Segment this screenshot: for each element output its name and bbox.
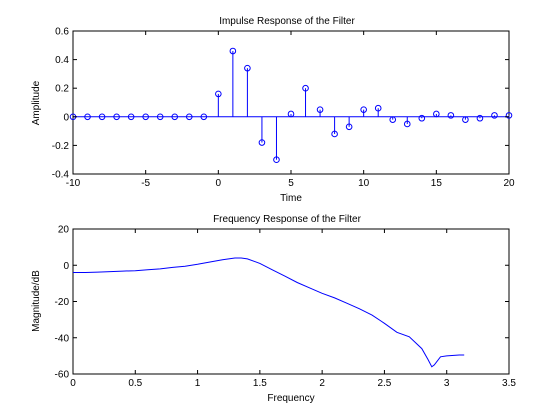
chart1-axes bbox=[72, 30, 510, 175]
frequency-response-chart: Frequency Response of the Filter 0 0.5 1 1.… bbox=[31, 214, 516, 404]
chart1-xtick-label: 15 bbox=[431, 178, 443, 189]
chart1-xtick-label: -10 bbox=[66, 178, 81, 189]
chart1-ylabel: Amplitude bbox=[31, 80, 42, 125]
chart2-xlabel: Frequency bbox=[267, 393, 314, 404]
stem-marker bbox=[403, 120, 411, 128]
chart2-ticks: 0 0.5 1 1.5 2 2.5 3 3.5 -60 -40 -20 0 20 bbox=[55, 225, 517, 390]
stem-marker bbox=[142, 113, 149, 121]
chart1-series bbox=[69, 47, 513, 163]
stem-marker bbox=[200, 113, 208, 121]
stem-marker bbox=[331, 130, 338, 138]
chart1-xtick-label: -5 bbox=[141, 178, 150, 189]
chart1-xtick-label: 5 bbox=[288, 178, 294, 189]
chart1-xtick-label: 0 bbox=[216, 178, 222, 189]
chart2-axes bbox=[72, 228, 510, 375]
chart1-ticks: -10 -5 0 5 10 15 20 -0.4 -0.2 0 0.2 0.4 0.6 bbox=[52, 27, 515, 190]
stem-marker bbox=[84, 113, 91, 121]
chart1-ytick-label: 0 bbox=[63, 112, 69, 123]
chart2-ytick-label: 0 bbox=[63, 261, 69, 272]
chart2-ytick-label: -20 bbox=[55, 297, 70, 308]
stem-marker bbox=[215, 90, 222, 98]
chart1-ytick-label: 0.2 bbox=[55, 84, 69, 95]
chart2-xtick-label: 2.5 bbox=[377, 378, 391, 389]
chart1-ytick-label: -0.2 bbox=[52, 141, 70, 152]
stem-marker bbox=[360, 106, 367, 113]
chart1-title: Impulse Response of the Filter bbox=[219, 16, 355, 27]
chart2-xtick-label: 2 bbox=[319, 378, 325, 389]
stem-marker bbox=[98, 113, 106, 121]
stem-marker bbox=[273, 156, 280, 163]
chart1-ytick-label: -0.4 bbox=[52, 170, 70, 181]
chart1-xtick-label: 10 bbox=[358, 178, 370, 189]
stem-marker bbox=[244, 64, 251, 72]
stem-marker bbox=[505, 112, 513, 119]
stem-marker bbox=[476, 114, 484, 122]
chart2-ytick-label: 20 bbox=[58, 225, 70, 236]
stem-marker bbox=[258, 139, 266, 146]
stem-marker bbox=[389, 116, 397, 123]
stem-marker bbox=[462, 116, 469, 123]
chart2-ytick-label: -40 bbox=[55, 333, 70, 344]
chart2-series bbox=[73, 257, 465, 368]
stem-marker bbox=[447, 112, 455, 119]
stem-marker bbox=[433, 110, 440, 118]
chart2-ytick-label: -60 bbox=[55, 370, 70, 381]
stem-marker bbox=[287, 110, 295, 118]
chart2-xtick-label: 0.5 bbox=[128, 378, 142, 389]
stem-marker bbox=[229, 47, 237, 55]
stem-marker bbox=[345, 123, 353, 131]
chart1-xtick-label: 20 bbox=[503, 178, 515, 189]
stem-marker bbox=[113, 113, 120, 121]
chart2-ylabel: Magnitude/dB bbox=[31, 270, 42, 332]
stem-marker bbox=[374, 104, 382, 112]
stem-marker bbox=[316, 106, 324, 113]
frequency-response-line bbox=[73, 257, 465, 368]
stem-marker bbox=[171, 113, 179, 121]
chart2-xtick-label: 1.5 bbox=[253, 378, 267, 389]
chart2-xtick-label: 3.5 bbox=[502, 378, 516, 389]
stem-marker bbox=[491, 112, 498, 119]
chart1-ytick-label: 0.4 bbox=[55, 55, 69, 66]
stem-marker bbox=[156, 113, 164, 121]
chart2-xtick-label: 1 bbox=[195, 378, 201, 389]
impulse-response-chart: Impulse Response of the Filter -10 -5 0 5 10… bbox=[31, 16, 515, 204]
chart2-xtick-label: 3 bbox=[444, 378, 450, 389]
chart2-title: Frequency Response of the Filter bbox=[213, 214, 362, 225]
chart1-ytick-label: 0.6 bbox=[55, 27, 69, 38]
chart1-xlabel: Time bbox=[280, 193, 302, 204]
stem-marker bbox=[418, 114, 426, 122]
stem-marker bbox=[185, 113, 193, 121]
stem-marker bbox=[302, 84, 309, 92]
chart2-xtick-label: 0 bbox=[70, 378, 76, 389]
stem-marker bbox=[127, 113, 135, 121]
